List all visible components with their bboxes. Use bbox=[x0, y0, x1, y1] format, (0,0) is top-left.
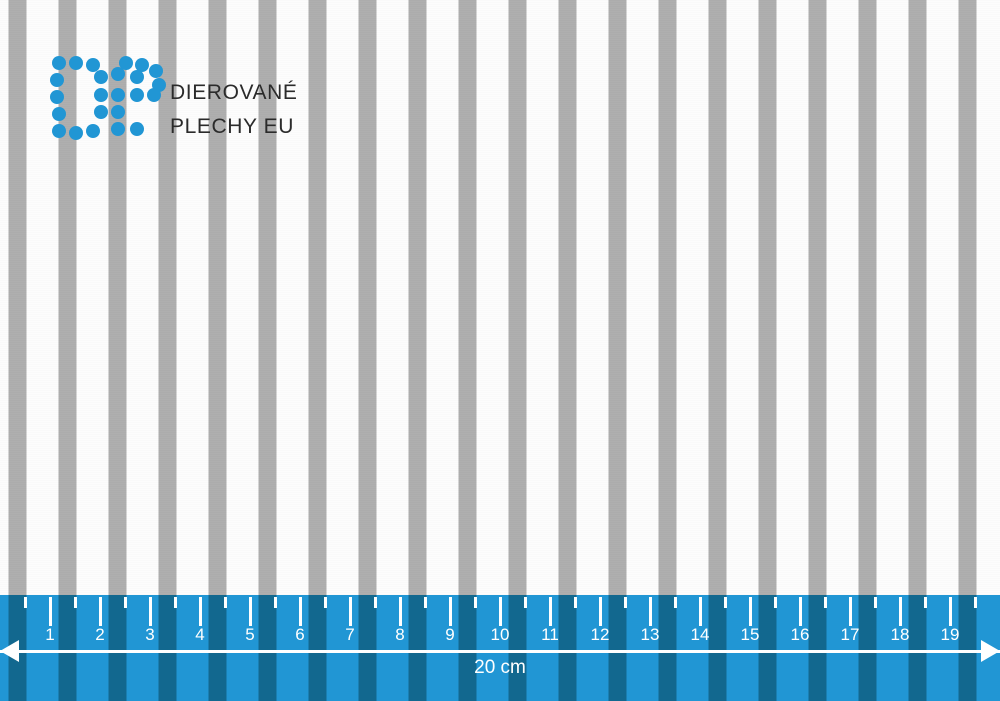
ruler-tick-label: 14 bbox=[690, 625, 710, 644]
brand-logo: DIEROVANÉ PLECHY EU bbox=[50, 56, 320, 146]
ruler-tick-label: 6 bbox=[295, 625, 305, 644]
ruler-tick-label: 19 bbox=[940, 625, 960, 644]
ruler-tick-minor bbox=[674, 597, 677, 608]
ruler-tick-minor bbox=[74, 597, 77, 608]
ruler-tick-minor bbox=[924, 597, 927, 608]
ruler-tick-label: 7 bbox=[345, 625, 355, 644]
ruler-band-background bbox=[0, 595, 1000, 701]
logo-dot bbox=[111, 122, 125, 136]
ruler-tick-major bbox=[299, 597, 302, 626]
logo-dot bbox=[69, 126, 83, 140]
logo-dot bbox=[135, 58, 149, 72]
logo-dot bbox=[111, 67, 125, 81]
ruler-tick-minor bbox=[474, 597, 477, 608]
measure-total-label: 20 cm bbox=[474, 657, 526, 678]
brand-logo-text: DIEROVANÉ PLECHY EU bbox=[170, 76, 370, 144]
ruler-tick-minor bbox=[324, 597, 327, 608]
ruler-tick-minor bbox=[274, 597, 277, 608]
ruler-tick-major bbox=[449, 597, 452, 626]
logo-dot bbox=[50, 73, 64, 87]
ruler-tick-major bbox=[799, 597, 802, 626]
dp-dot-matrix-logo-icon bbox=[50, 56, 166, 142]
ruler-tick-minor bbox=[374, 597, 377, 608]
ruler-tick-major bbox=[199, 597, 202, 626]
ruler-tick-minor bbox=[774, 597, 777, 608]
ruler-tick-minor bbox=[174, 597, 177, 608]
ruler-tick-label: 18 bbox=[890, 625, 910, 644]
ruler-tick-major bbox=[849, 597, 852, 626]
logo-dot bbox=[94, 105, 108, 119]
ruler-tick-label: 2 bbox=[95, 625, 105, 644]
ruler-tick-major bbox=[599, 597, 602, 626]
ruler-tick-label: 10 bbox=[490, 625, 510, 644]
ruler-tick-minor bbox=[124, 597, 127, 608]
ruler-tick-label: 15 bbox=[740, 625, 760, 644]
logo-dot bbox=[94, 88, 108, 102]
logo-dot bbox=[111, 105, 125, 119]
logo-dot bbox=[130, 88, 144, 102]
logo-dot bbox=[130, 122, 144, 136]
ruler-tick-major bbox=[749, 597, 752, 626]
ruler-tick-minor bbox=[974, 597, 977, 608]
brand-logo-line-1: DIEROVANÉ bbox=[170, 81, 298, 104]
ruler-tick-minor bbox=[424, 597, 427, 608]
ruler-tick-major bbox=[949, 597, 952, 626]
logo-dot bbox=[147, 88, 161, 102]
ruler-tick-label: 1 bbox=[45, 625, 55, 644]
arrow-right-icon bbox=[981, 640, 1000, 662]
measure-line bbox=[0, 650, 1000, 653]
ruler-tick-minor bbox=[24, 597, 27, 608]
ruler-tick-major bbox=[49, 597, 52, 626]
ruler-tick-minor bbox=[574, 597, 577, 608]
logo-dot bbox=[86, 124, 100, 138]
logo-dot bbox=[52, 56, 66, 70]
ruler-tick-major bbox=[499, 597, 502, 626]
ruler-tick-minor bbox=[824, 597, 827, 608]
logo-dot bbox=[52, 107, 66, 121]
ruler-tick-major bbox=[249, 597, 252, 626]
ruler-tick-label: 17 bbox=[840, 625, 860, 644]
ruler-tick-major bbox=[649, 597, 652, 626]
ruler-tick-minor bbox=[724, 597, 727, 608]
logo-dot bbox=[111, 88, 125, 102]
logo-dot bbox=[86, 58, 100, 72]
ruler-tick-label: 8 bbox=[395, 625, 405, 644]
ruler-tick-label: 12 bbox=[590, 625, 610, 644]
logo-dot bbox=[119, 56, 133, 70]
scale-ruler: 1 2 3 4 5 6 7 8 9 10 11 12 13 14 15 16 17 18 19 20 cm bbox=[0, 595, 1000, 701]
ruler-tick-label: 3 bbox=[145, 625, 155, 644]
ruler-tick-major bbox=[99, 597, 102, 626]
ruler-tick-minor bbox=[224, 597, 227, 608]
ruler-tick-minor bbox=[874, 597, 877, 608]
ruler-tick-major bbox=[149, 597, 152, 626]
ruler-tick-minor bbox=[524, 597, 527, 608]
ruler-tick-minor bbox=[624, 597, 627, 608]
ruler-tick-major bbox=[549, 597, 552, 626]
ruler-tick-label: 11 bbox=[541, 625, 559, 644]
logo-dot bbox=[50, 90, 64, 104]
logo-dot bbox=[52, 124, 66, 138]
ruler-tick-major bbox=[349, 597, 352, 626]
arrow-left-icon bbox=[0, 640, 19, 662]
ruler-tick-label: 13 bbox=[640, 625, 660, 644]
ruler-tick-label: 16 bbox=[790, 625, 810, 644]
ruler-tick-major bbox=[399, 597, 402, 626]
logo-dot bbox=[130, 70, 144, 84]
brand-logo-line-2: PLECHY EU bbox=[170, 115, 295, 138]
ruler-tick-label: 4 bbox=[195, 625, 205, 644]
logo-dot bbox=[94, 70, 108, 84]
ruler-tick-label: 9 bbox=[445, 625, 455, 644]
logo-dot bbox=[69, 56, 83, 70]
logo-dot bbox=[149, 64, 163, 78]
ruler-tick-major bbox=[699, 597, 702, 626]
ruler-tick-label: 5 bbox=[245, 625, 255, 644]
ruler-tick-major bbox=[899, 597, 902, 626]
